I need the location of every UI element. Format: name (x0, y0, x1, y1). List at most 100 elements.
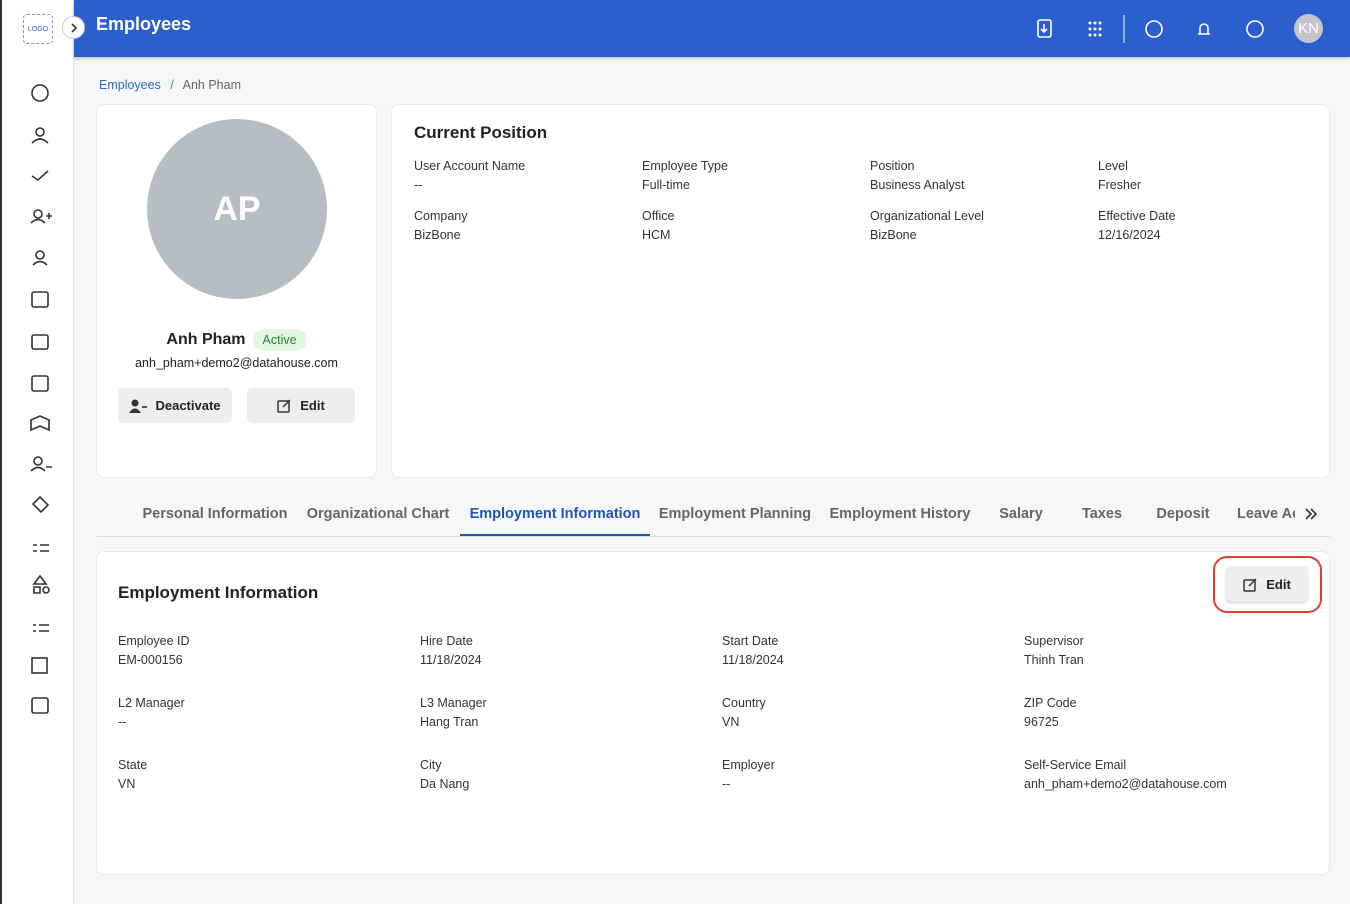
field-label: Country (722, 696, 766, 710)
edit-button[interactable]: Edit (1226, 566, 1308, 602)
button-label: Edit (300, 398, 325, 413)
field: Position Business Analyst (870, 159, 1098, 192)
profile-card: AP Anh Pham Active anh_pham+demo2@dataho… (96, 104, 377, 478)
icon (277, 399, 291, 413)
field-grid: User Account Name -- Employee Type Full-tim… (414, 159, 1326, 242)
field-value: -- (118, 715, 127, 729)
field: Hire Date 11/18/2024 (420, 634, 722, 667)
field-label: Start Date (722, 634, 779, 648)
field-value: VN (118, 777, 136, 791)
field-value: -- (722, 777, 731, 791)
status-badge: Active (252, 329, 307, 351)
field-label: Company (414, 209, 468, 223)
field-value: Fresher (1098, 178, 1142, 192)
field-value: 96725 (1024, 715, 1059, 729)
icon (1243, 577, 1257, 592)
field-value: Hang Tran (420, 715, 479, 729)
field-value: anh_pham+demo2@datahouse.com (1024, 777, 1227, 791)
field-label: Employer (722, 758, 775, 772)
field-value: -- (414, 178, 423, 192)
field: Country VN (722, 696, 1024, 729)
tabs-more[interactable] (1304, 507, 1318, 521)
profile-avatar: AP (147, 119, 327, 299)
field-label: State (118, 758, 148, 772)
field-value: VN (722, 715, 740, 729)
field: ZIP Code 96725 (1024, 696, 1326, 729)
sidebar-toggle[interactable] (62, 16, 85, 39)
field-label: City (420, 758, 442, 772)
field-label: L2 Manager (118, 696, 185, 710)
field-label: L3 Manager (420, 696, 487, 710)
field-value: HCM (642, 228, 671, 242)
field-label: Supervisor (1024, 634, 1084, 648)
highlight-outline (1213, 556, 1322, 613)
field-value: 11/18/2024 (722, 653, 784, 667)
field-label: Level (1098, 159, 1128, 173)
tab[interactable]: Salary (999, 506, 1043, 522)
field-label: Position (870, 159, 915, 173)
tab[interactable]: Employment History (829, 506, 971, 522)
profile-name-row: Anh Pham Active (97, 329, 376, 351)
edit-button[interactable]: Edit (247, 388, 355, 423)
tab-divider (97, 536, 1330, 537)
nav-icons (30, 84, 52, 714)
breadcrumb-link[interactable]: Employees (99, 78, 161, 92)
top-bar: Employees KN (74, 0, 1350, 57)
tab[interactable]: Organizational Chart (306, 506, 450, 522)
breadcrumb-separator: / (170, 78, 174, 92)
employment-card: Employment Information Edit Employee ID E… (96, 551, 1330, 875)
chevron (70, 22, 77, 33)
field: Employer -- (722, 758, 1024, 791)
field: City Da Nang (420, 758, 722, 791)
field: State VN (118, 758, 420, 791)
field-label: Self-Service Email (1024, 758, 1127, 772)
breadcrumb-current: Anh Pham (182, 78, 241, 92)
field-label: Employee ID (118, 634, 190, 648)
field: Company BizBone (414, 209, 642, 242)
tab[interactable]: Leave Ac (1237, 506, 1295, 522)
active-tab-indicator (460, 534, 650, 536)
field-label: User Account Name (414, 159, 526, 173)
field-label: ZIP Code (1024, 696, 1077, 710)
logo[interactable]: LOGO (23, 14, 53, 44)
field-label: Office (642, 209, 675, 223)
field: L3 Manager Hang Tran (420, 696, 722, 729)
profile-email: anh_pham+demo2@datahouse.com (135, 356, 338, 370)
field-value: Full-time (642, 178, 690, 192)
field-value: 11/18/2024 (420, 653, 482, 667)
deactivate-button[interactable]: Deactivate (118, 388, 232, 423)
tab[interactable]: Employment Information (469, 506, 641, 522)
user-avatar[interactable]: KN (1294, 14, 1323, 43)
button-label: Deactivate (155, 398, 221, 413)
tab[interactable]: Employment Planning (658, 506, 812, 522)
tab[interactable]: Personal Information (142, 506, 288, 522)
field: Level Fresher (1098, 159, 1326, 192)
field-value: Business Analyst (870, 178, 965, 192)
field: Effective Date 12/16/2024 (1098, 209, 1326, 242)
tab[interactable]: Deposit (1156, 506, 1210, 522)
field-value: EM-000156 (118, 653, 183, 667)
breadcrumb: Employees / Anh Pham (99, 78, 241, 92)
profile-name: Anh Pham (166, 331, 246, 348)
field-value: 12/16/2024 (1098, 228, 1161, 242)
field-label: Hire Date (420, 634, 473, 648)
field-grid: Employee ID EM-000156 Hire Date 11/18/2024 S… (118, 634, 1326, 791)
field: Start Date 11/18/2024 (722, 634, 1024, 667)
page-title: Employees (96, 14, 192, 34)
field: Organizational Level BizBone (870, 209, 1098, 242)
sidebar: LOGO (0, 0, 74, 904)
field-label: Organizational Level (870, 209, 984, 223)
tab[interactable]: Taxes (1081, 506, 1123, 522)
current-position-card: Current Position User Account Name -- Empl… (391, 104, 1330, 478)
field: Supervisor Thinh Tran (1024, 634, 1326, 667)
field: Employee ID EM-000156 (118, 634, 420, 667)
icon (129, 399, 148, 413)
field-label: Effective Date (1098, 209, 1176, 223)
button-label: Edit (1266, 576, 1291, 592)
toolbar-icons[interactable] (1024, 12, 1344, 46)
field-value: BizBone (414, 228, 461, 242)
field: Office HCM (642, 209, 870, 242)
section-title: Employment Information (118, 583, 319, 602)
field: L2 Manager -- (118, 696, 420, 729)
